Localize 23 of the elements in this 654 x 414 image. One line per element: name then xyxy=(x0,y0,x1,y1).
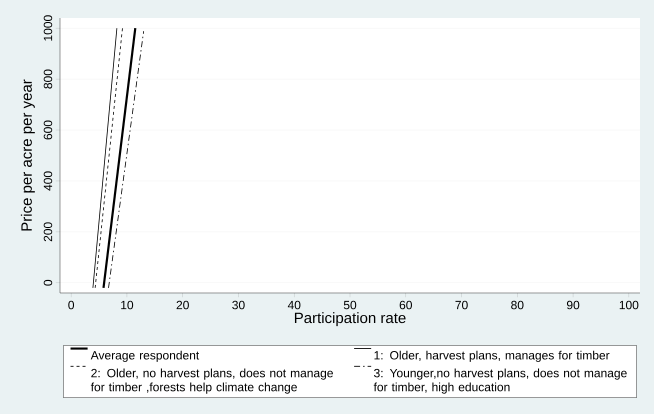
legend-label: 2: Older, no harvest plans, does not manage for timber ,forests help climate change xyxy=(90,368,333,394)
x-tick-label: 10 xyxy=(121,300,134,310)
y-tick-label: 1000 xyxy=(44,15,52,41)
x-tick-label: 100 xyxy=(620,300,638,310)
legend-label: 1: Older, harvest plans, manages for timber xyxy=(374,350,610,362)
x-tick-label: 0 xyxy=(68,300,74,310)
x-tick-label: 80 xyxy=(511,300,524,310)
y-tick-label: 400 xyxy=(44,171,52,191)
x-tick-label: 90 xyxy=(566,300,580,310)
x-tick-label: 60 xyxy=(400,300,412,310)
x-axis-title: Participation rate xyxy=(294,312,406,326)
x-tick-label: 50 xyxy=(344,300,356,310)
y-tick-label: 600 xyxy=(44,120,52,140)
x-tick-label: 20 xyxy=(176,300,189,310)
y-axis-title: Price per acre per year xyxy=(20,80,35,231)
legend-label: 3: Younger,no harvest plans, does not manage for timber, high education xyxy=(374,368,627,394)
legend-label: Average respondent xyxy=(90,350,200,362)
x-tick-label: 30 xyxy=(232,300,245,310)
y-tick-label: 200 xyxy=(44,222,52,242)
x-tick-label: 70 xyxy=(455,300,468,310)
y-tick-label: 0 xyxy=(44,280,52,286)
y-tick-label: 800 xyxy=(44,70,52,89)
x-tick-label: 40 xyxy=(288,300,300,310)
